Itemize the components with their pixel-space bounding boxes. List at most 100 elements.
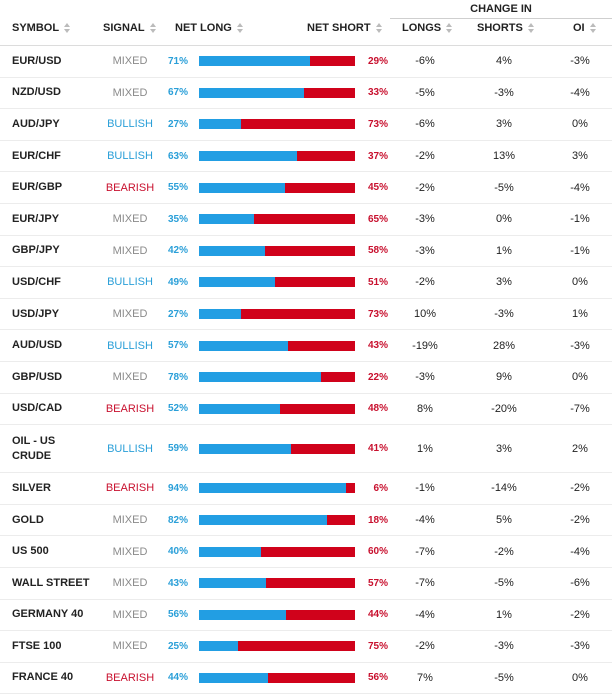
symbol-header-label: SYMBOL <box>12 22 60 34</box>
symbol-column-header[interactable]: SYMBOL <box>12 22 71 34</box>
net-short-value: 56% <box>367 672 388 684</box>
net-long-value: 59% <box>167 443 188 455</box>
net-long-bar-fill <box>199 672 268 683</box>
net-long-bar-fill <box>199 214 254 225</box>
symbol-link[interactable]: EUR/USD <box>12 54 62 67</box>
table-row[interactable]: AUD/JPY BULLISH 27% 73% -6% 3% 0% <box>0 109 612 141</box>
oi-change-value: 3% <box>572 150 588 163</box>
net-long-value: 57% <box>167 340 188 352</box>
symbol-link[interactable]: USD/JPY <box>12 307 60 320</box>
sort-icon[interactable] <box>446 23 453 33</box>
sentiment-bar <box>199 87 355 98</box>
symbol-link[interactable]: AUD/JPY <box>12 117 60 130</box>
net-long-column-header[interactable]: NET LONG <box>175 22 244 34</box>
table-row[interactable]: EUR/USD MIXED 71% 29% -6% 4% -3% <box>0 46 612 78</box>
shorts-change-value: -5% <box>494 181 514 194</box>
table-row[interactable]: OIL - US CRUDE BULLISH 59% 41% 1% 3% 2% <box>0 425 612 474</box>
symbol-link[interactable]: NZD/USD <box>12 86 61 99</box>
net-long-bar-fill <box>199 546 262 557</box>
sentiment-bar <box>199 403 355 414</box>
table-row[interactable]: EUR/CHF BULLISH 63% 37% -2% 13% 3% <box>0 141 612 173</box>
net-long-bar-fill <box>199 372 321 383</box>
symbol-link[interactable]: OIL - US CRUDE <box>12 434 56 462</box>
oi-change-value: 0% <box>572 276 588 289</box>
table-row[interactable]: USD/JPY MIXED 27% 73% 10% -3% 1% <box>0 299 612 331</box>
net-long-bar-fill <box>199 403 281 414</box>
shorts-column-header[interactable]: SHORTS <box>477 22 535 34</box>
table-row[interactable]: FTSE 100 MIXED 25% 75% -2% -3% -3% <box>0 631 612 663</box>
longs-change-value: -2% <box>415 640 435 653</box>
net-short-value: 45% <box>367 182 388 194</box>
signal-column-header[interactable]: SIGNAL <box>103 22 157 34</box>
table-row[interactable]: USD/CHF BULLISH 49% 51% -2% 3% 0% <box>0 267 612 299</box>
net-short-column-header[interactable]: NET SHORT <box>307 22 383 34</box>
symbol-link[interactable]: EUR/CHF <box>12 149 61 162</box>
shorts-change-value: 0% <box>496 213 512 226</box>
sort-icon[interactable] <box>64 23 71 33</box>
table-row[interactable]: GOLD MIXED 82% 18% -4% 5% -2% <box>0 505 612 537</box>
net-short-value: 58% <box>367 245 388 257</box>
net-long-bar-fill <box>199 119 242 130</box>
net-long-bar-fill <box>199 309 242 320</box>
table-row[interactable]: WALL STREET MIXED 43% 57% -7% -5% -6% <box>0 568 612 600</box>
symbol-link[interactable]: WALL STREET <box>12 576 90 589</box>
sort-icon[interactable] <box>375 23 383 33</box>
sentiment-bar <box>199 443 355 454</box>
symbol-link[interactable]: USD/CHF <box>12 275 61 288</box>
table-row[interactable]: AUD/USD BULLISH 57% 43% -19% 28% -3% <box>0 330 612 362</box>
symbol-link[interactable]: US 500 <box>12 545 49 558</box>
table-row[interactable]: US 500 MIXED 40% 60% -7% -2% -4% <box>0 536 612 568</box>
sentiment-bar <box>199 672 355 683</box>
table-row[interactable]: USD/CAD BEARISH 52% 48% 8% -20% -7% <box>0 394 612 426</box>
net-long-value: 49% <box>167 276 188 288</box>
symbol-link[interactable]: GBP/USD <box>12 370 63 383</box>
table-row[interactable]: NZD/USD MIXED 67% 33% -5% -3% -4% <box>0 78 612 110</box>
symbol-link[interactable]: EUR/JPY <box>12 212 60 225</box>
table-row[interactable]: GERMANY 40 MIXED 56% 44% -4% 1% -2% <box>0 600 612 632</box>
oi-change-value: -2% <box>570 608 590 621</box>
signal-value: MIXED <box>112 55 148 68</box>
sort-icon[interactable] <box>527 23 535 33</box>
table-row[interactable]: EUR/GBP BEARISH 55% 45% -2% -5% -4% <box>0 172 612 204</box>
longs-change-value: -6% <box>415 118 435 131</box>
sort-icon[interactable] <box>589 23 597 33</box>
table-row[interactable]: FRANCE 40 BEARISH 44% 56% 7% -5% 0% <box>0 663 612 694</box>
sort-icon[interactable] <box>149 23 157 33</box>
oi-change-value: -4% <box>570 86 590 99</box>
shorts-change-value: -3% <box>494 86 514 99</box>
symbol-link[interactable]: GBP/JPY <box>12 244 60 257</box>
oi-change-value: -4% <box>570 545 590 558</box>
longs-change-value: -7% <box>415 577 435 590</box>
table-row[interactable]: GBP/JPY MIXED 42% 58% -3% 1% -1% <box>0 236 612 268</box>
table-row[interactable]: GBP/USD MIXED 78% 22% -3% 9% 0% <box>0 362 612 394</box>
signal-value: MIXED <box>112 577 148 590</box>
longs-change-value: -4% <box>415 514 435 527</box>
symbol-link[interactable]: AUD/USD <box>12 339 63 352</box>
symbol-link[interactable]: FTSE 100 <box>12 639 62 652</box>
net-long-bar-fill <box>199 277 276 288</box>
table-row[interactable]: SILVER BEARISH 94% 6% -1% -14% -2% <box>0 473 612 505</box>
sentiment-bar <box>199 182 355 193</box>
sort-icon[interactable] <box>236 23 244 33</box>
sentiment-bar <box>199 578 355 589</box>
symbol-link[interactable]: FRANCE 40 <box>12 671 74 684</box>
symbol-link[interactable]: GOLD <box>12 513 44 526</box>
symbol-link[interactable]: EUR/GBP <box>12 181 63 194</box>
table-row[interactable]: EUR/JPY MIXED 35% 65% -3% 0% -1% <box>0 204 612 236</box>
net-long-value: 82% <box>167 514 188 526</box>
oi-change-value: 0% <box>572 118 588 131</box>
oi-column-header[interactable]: OI <box>573 22 597 34</box>
net-long-header-label: NET LONG <box>175 22 232 34</box>
symbol-link[interactable]: USD/CAD <box>12 402 63 415</box>
net-long-bar-fill <box>199 483 346 494</box>
oi-header-label: OI <box>573 22 585 34</box>
sentiment-bar <box>199 151 355 162</box>
longs-change-value: 8% <box>417 402 433 415</box>
symbol-link[interactable]: GERMANY 40 <box>12 608 84 621</box>
longs-change-value: 7% <box>417 671 433 684</box>
net-long-value: 67% <box>167 87 188 99</box>
symbol-link[interactable]: SILVER <box>12 481 51 494</box>
longs-column-header[interactable]: LONGS <box>402 22 453 34</box>
shorts-change-value: -20% <box>491 402 517 415</box>
